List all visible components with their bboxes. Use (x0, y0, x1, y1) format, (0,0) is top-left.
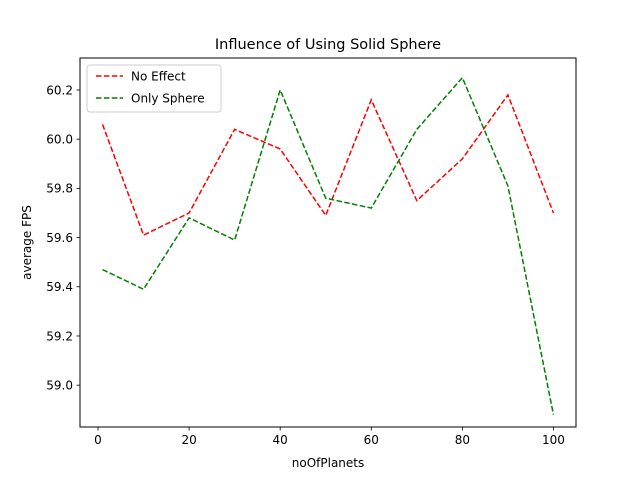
legend: No Effect Only Sphere (86, 64, 222, 113)
legend-label-2: Only Sphere (131, 91, 205, 105)
y-tick-label: 60.2 (46, 83, 73, 97)
y-tick-label: 59.6 (46, 231, 73, 245)
y-tick-label: 59.0 (46, 378, 73, 392)
x-axis-label: noOfPlanets (292, 456, 365, 470)
x-tick-label: 20 (181, 433, 196, 447)
y-tick-label: 59.4 (46, 280, 73, 294)
y-tick-label: 59.2 (46, 329, 73, 343)
x-tick-label: 40 (273, 433, 288, 447)
series-line-2 (102, 76, 555, 415)
x-tick-label: 60 (364, 433, 379, 447)
plot-frame (79, 57, 577, 428)
series-line-1 (101, 93, 555, 237)
chart-title: Influence of Using Solid Sphere (215, 37, 441, 53)
y-tick-label: 59.8 (46, 182, 73, 196)
x-axis-ticks: 0 20 40 60 80 100 (94, 427, 565, 447)
x-tick-label: 80 (455, 433, 470, 447)
series-layer (101, 76, 555, 415)
y-tick-label: 60.0 (46, 132, 73, 146)
y-axis-ticks: 59.0 59.2 59.4 59.6 59.8 60.0 60.2 (46, 83, 80, 392)
legend-label-1: No Effect (131, 69, 186, 83)
x-tick-label: 100 (542, 433, 565, 447)
x-tick-label: 0 (94, 433, 102, 447)
y-axis-label: average FPS (20, 205, 34, 280)
